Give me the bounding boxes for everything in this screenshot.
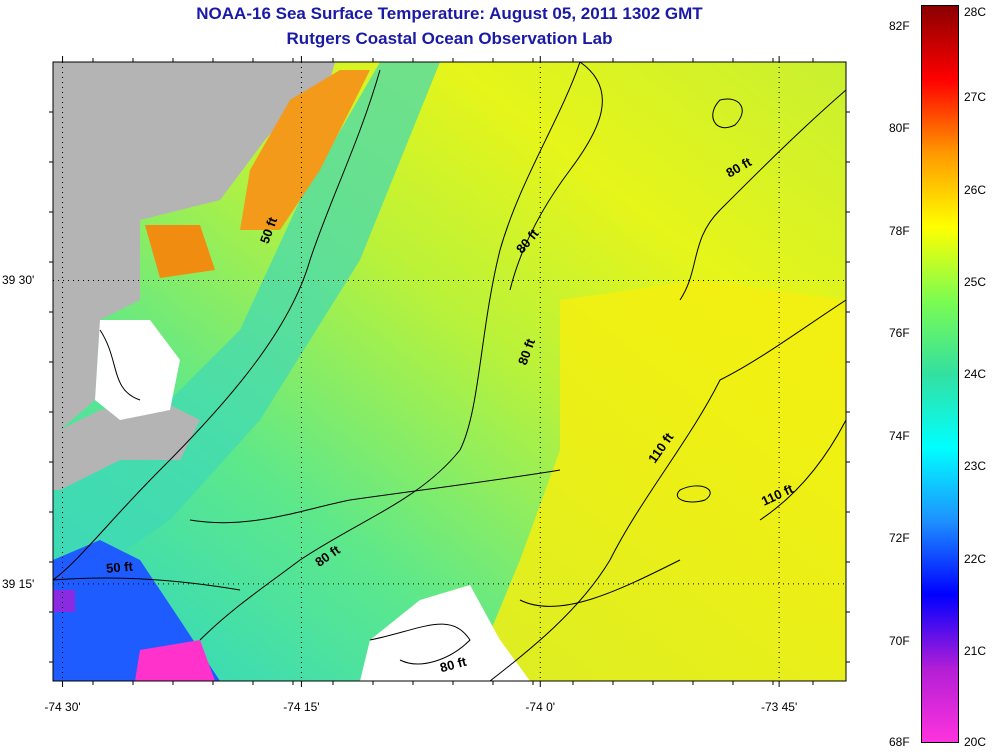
plot-frame: [52, 61, 847, 682]
contour-label: 80 ft: [438, 654, 468, 676]
celsius-label: 25C: [964, 274, 987, 289]
celsius-label: 28C: [964, 5, 987, 19]
fahrenheit-label: 78F: [889, 223, 910, 238]
warm-shore-pixels: [240, 70, 370, 230]
fahrenheit-label: 76F: [889, 326, 910, 340]
coldest-water-patch: [135, 640, 215, 681]
x-tick-label: -74 15': [283, 700, 320, 714]
fahrenheit-label: 80F: [889, 121, 910, 135]
celsius-label: 27C: [964, 90, 987, 105]
fahrenheit-label: 72F: [889, 531, 910, 545]
tick-marks: [49, 56, 850, 687]
map-subtitle: Rutgers Coastal Ocean Observation Lab: [286, 29, 613, 48]
fahrenheit-label: 74F: [889, 428, 910, 443]
y-tick-label: 39 30': [2, 273, 35, 288]
depth-contours: [53, 62, 846, 681]
land-area-south: [53, 400, 200, 490]
x-tick-label: -73 45': [760, 700, 798, 714]
contour-label: 50 ft: [106, 559, 135, 576]
x-tick-label: -74 0': [525, 700, 556, 714]
map-title: NOAA-16 Sea Surface Temperature: August …: [196, 4, 703, 23]
fahrenheit-label: 68F: [889, 735, 910, 749]
no-data-area-south: [360, 585, 530, 681]
celsius-label: 26C: [964, 182, 987, 197]
x-tick-label: -74 30': [44, 700, 81, 714]
celsius-label: 24C: [964, 367, 987, 381]
celsius-label: 20C: [964, 735, 987, 749]
celsius-label: 23C: [964, 459, 987, 474]
cool-water-band: [53, 62, 440, 600]
land-area: [53, 62, 335, 430]
celsius-label: 22C: [964, 551, 987, 566]
fahrenheit-label: 82F: [889, 18, 910, 33]
color-bar: [921, 5, 959, 743]
warm-shore-pixels-2: [145, 225, 215, 278]
fahrenheit-label: 70F: [889, 633, 910, 648]
celsius-label: 21C: [964, 643, 987, 658]
graticule: [53, 62, 846, 681]
purple-patch: [53, 590, 75, 612]
no-data-area: [95, 320, 180, 420]
y-tick-label: 39 15': [2, 576, 35, 591]
